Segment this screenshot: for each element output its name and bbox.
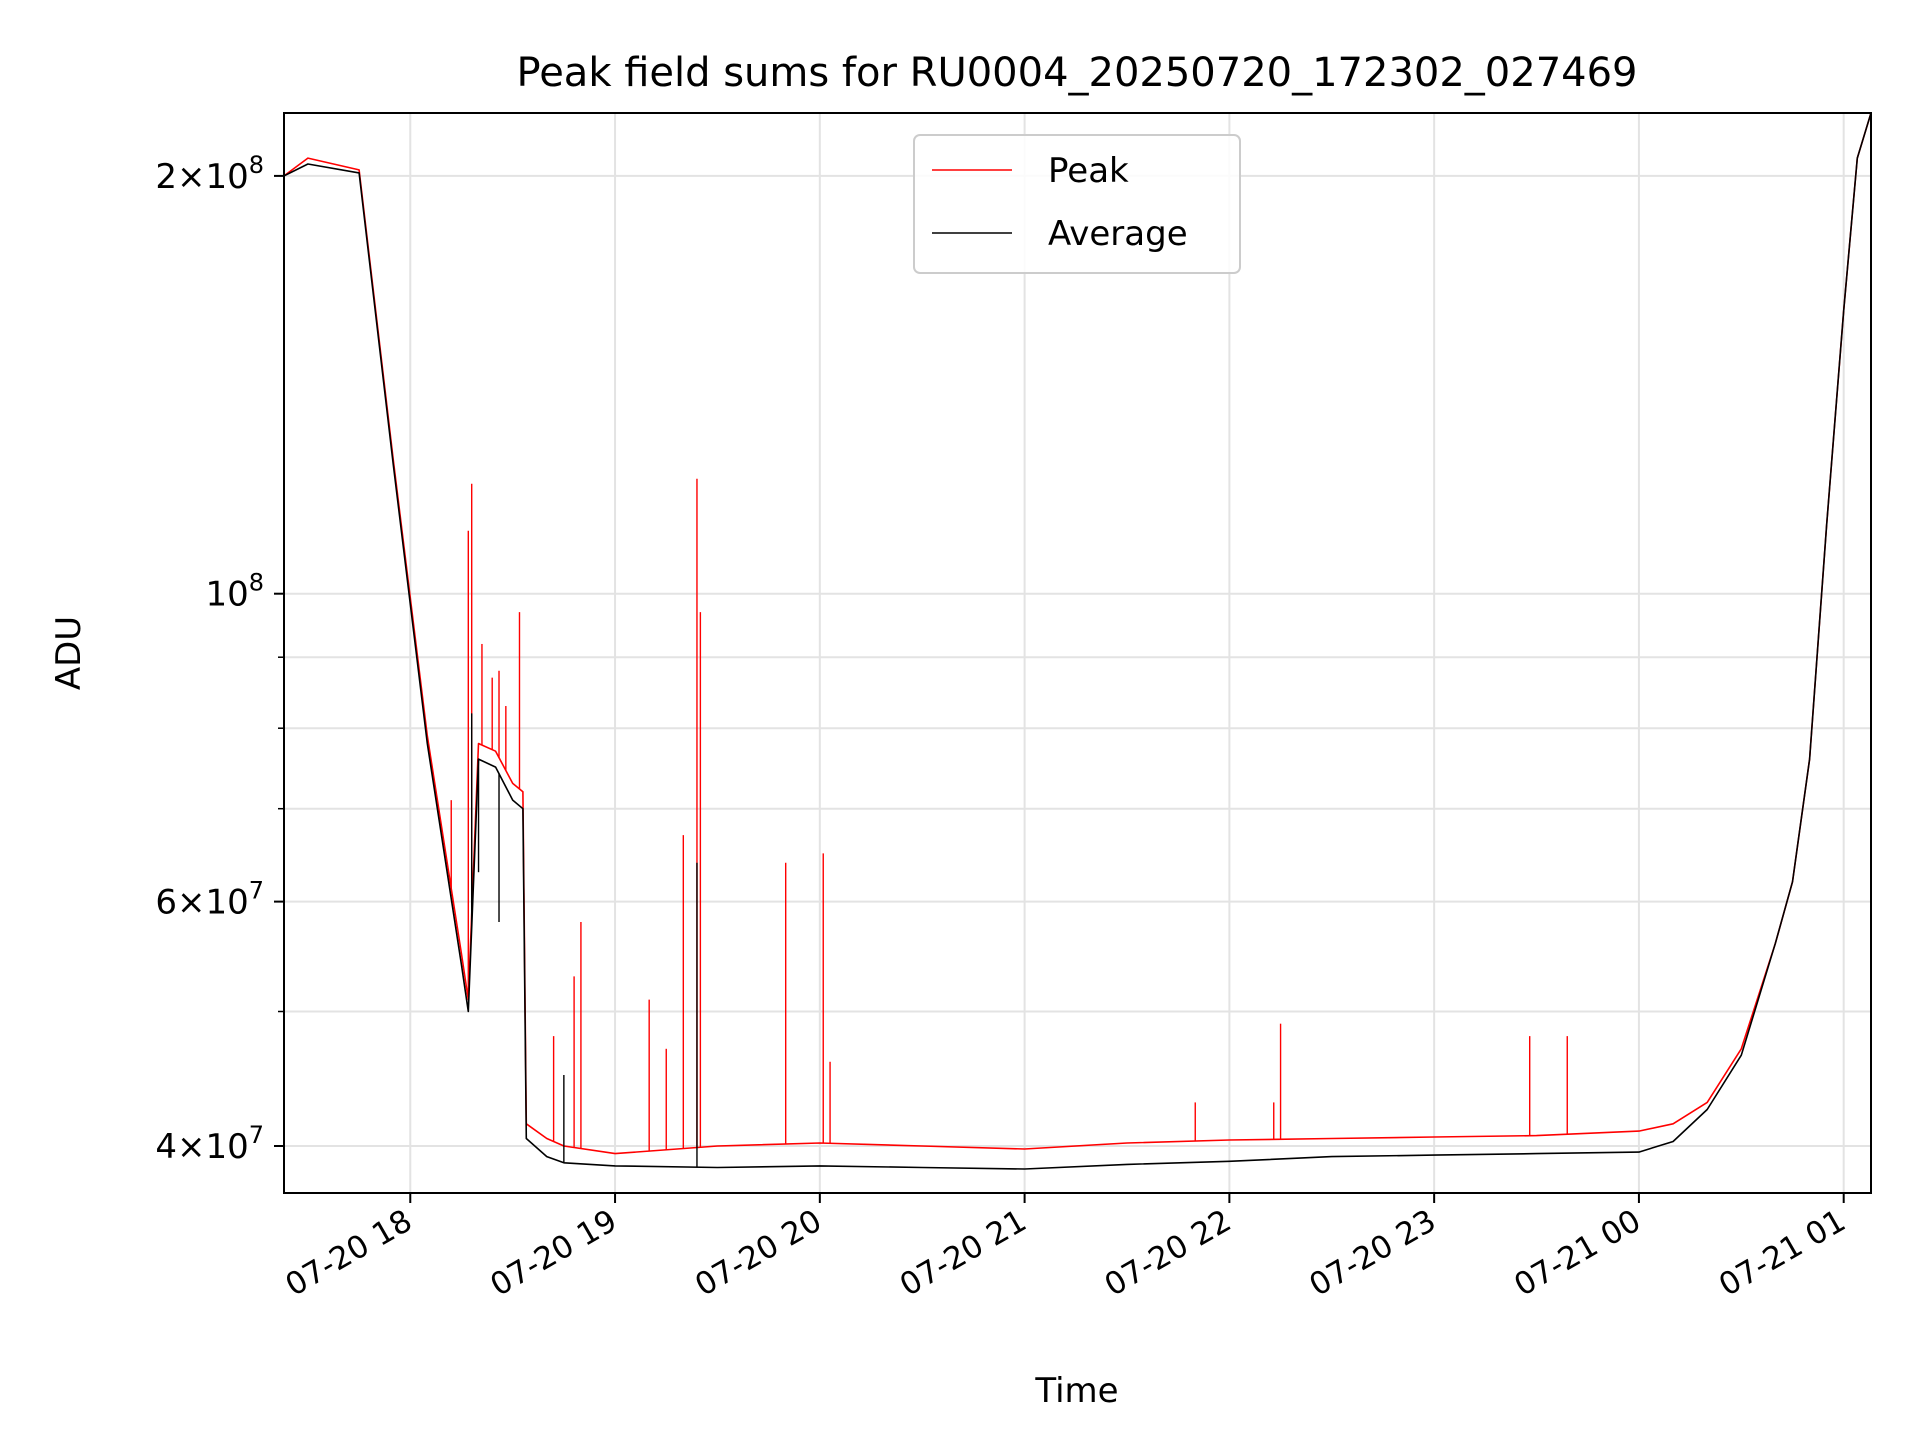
series-layer	[284, 113, 1871, 1170]
y-tick-label: 108	[205, 569, 264, 615]
series-average	[284, 113, 1871, 1170]
legend: Peak Average	[913, 134, 1241, 274]
y-axis: 4×107 6×107 108 2×108	[155, 151, 284, 1167]
y-tick-label: 4×107	[155, 1121, 264, 1167]
y-tick-label: 2×108	[155, 151, 264, 197]
series-peak	[284, 113, 1871, 1155]
plot-area-frame	[283, 112, 1872, 1194]
x-axis-label: Time	[1034, 1371, 1118, 1411]
chart-title: Peak field sums for RU0004_20250720_1723…	[517, 50, 1638, 96]
y-axis-label: ADU	[49, 616, 89, 690]
grid	[284, 113, 1871, 1193]
legend-label-peak: Peak	[1048, 151, 1129, 191]
legend-label-average: Average	[1048, 214, 1188, 254]
y-tick-label: 6×107	[155, 877, 264, 923]
series-line-average	[284, 113, 1871, 1170]
